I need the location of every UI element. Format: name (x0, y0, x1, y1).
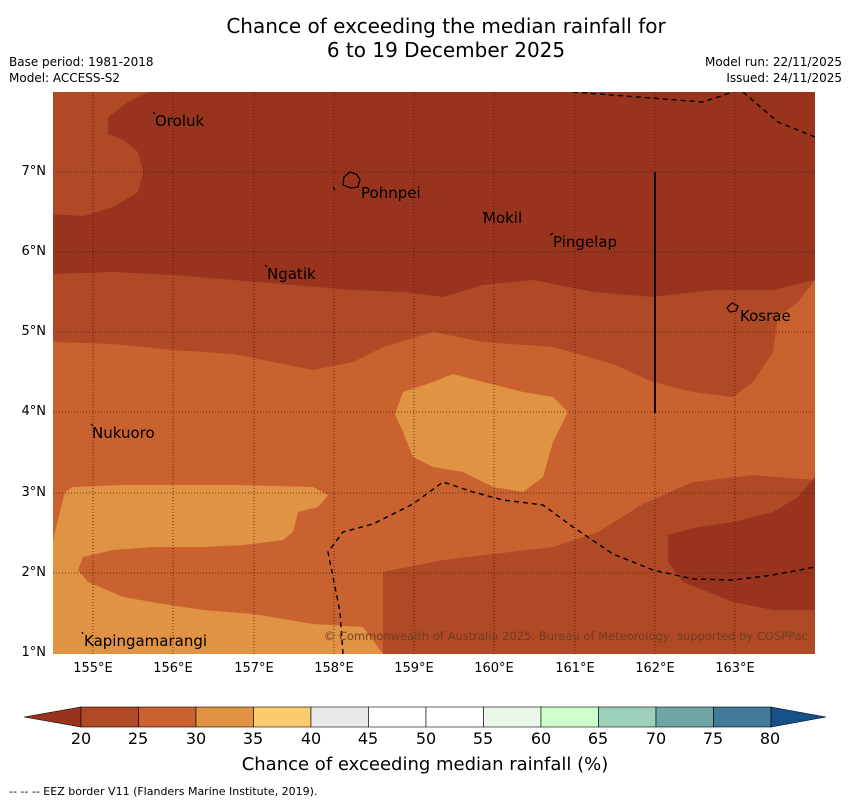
colorbar-title: Chance of exceeding median rainfall (%) (241, 754, 609, 775)
colorbar-segment (310, 706, 369, 728)
place-pohnpei: Pohnpei (361, 184, 421, 202)
copyright-notice: © Commonwealth of Australia 2025, Bureau… (324, 629, 808, 643)
place-nukuoro: Nukuoro (92, 424, 155, 442)
colorbar-segment (138, 706, 197, 728)
model-run: Model run: 22/11/2025 (704, 55, 842, 69)
cb-tick-20: 20 (70, 729, 92, 748)
band-below-20-se (668, 477, 815, 610)
place-kapingamarangi: Kapingamarangi (84, 632, 207, 650)
eez-footnote: -- -- -- EEZ border V11 (Flanders Marine… (9, 785, 318, 798)
cb-tick-35: 35 (242, 729, 264, 748)
colorbar-segment (368, 706, 427, 728)
colorbar-segment (483, 706, 542, 728)
lon-label-159e: 159°E (394, 661, 434, 676)
cb-tick-25: 25 (127, 729, 149, 748)
band-20-25-south (383, 475, 815, 654)
colorbar-segment (540, 706, 599, 728)
place-mokil: Mokil (483, 209, 522, 227)
colorbar-extend-low (24, 706, 82, 728)
cb-tick-55: 55 (472, 729, 494, 748)
rainfall-map: Oroluk Pohnpei Mokil Pingelap Ngatik Kos… (53, 92, 815, 654)
base-period: Base period: 1981-2018 (9, 55, 154, 69)
cb-tick-70: 70 (645, 729, 667, 748)
lon-label-163e: 163°E (715, 661, 755, 676)
model-name: Model: ACCESS-S2 (9, 71, 121, 85)
map-title-line2: 6 to 19 December 2025 (326, 38, 566, 62)
cb-tick-30: 30 (185, 729, 207, 748)
lat-label-3n: 3°N (21, 485, 47, 500)
place-ngatik: Ngatik (267, 265, 316, 283)
place-oroluk: Oroluk (155, 112, 204, 130)
colorbar-segment (253, 706, 312, 728)
cb-tick-45: 45 (357, 729, 379, 748)
band-30-35-sw (53, 485, 383, 654)
kosrae-island (726, 302, 739, 313)
cb-tick-60: 60 (530, 729, 552, 748)
lat-label-5n: 5°N (21, 324, 47, 339)
colorbar-segment (713, 706, 772, 728)
lon-label-155e: 155°E (73, 661, 113, 676)
band-30-35-central (395, 374, 568, 492)
colorbar-segment (598, 706, 657, 728)
eez-border (327, 92, 815, 654)
cb-tick-75: 75 (702, 729, 724, 748)
lon-label-158e: 158°E (314, 661, 354, 676)
lat-label-1n: 1°N (21, 645, 47, 660)
lon-label-157e: 157°E (234, 661, 274, 676)
colorbar-extend-high (770, 706, 827, 728)
lat-label-7n: 7°N (21, 164, 47, 179)
cb-tick-50: 50 (415, 729, 437, 748)
lon-label-161e: 161°E (555, 661, 595, 676)
colorbar-segment (425, 706, 484, 728)
lon-label-156e: 156°E (153, 661, 193, 676)
cb-tick-80: 80 (759, 729, 781, 748)
place-kosrae: Kosrae (740, 307, 791, 325)
band-20-25-nw (53, 92, 148, 216)
lat-label-6n: 6°N (21, 244, 47, 259)
colorbar-segment (195, 706, 254, 728)
colorbar-segment (80, 706, 139, 728)
lon-label-160e: 160°E (474, 661, 514, 676)
colorbar-segment (655, 706, 714, 728)
cb-tick-65: 65 (587, 729, 609, 748)
cb-tick-40: 40 (300, 729, 322, 748)
issued-date: Issued: 24/11/2025 (726, 71, 842, 85)
map-title-line1: Chance of exceeding the median rainfall … (226, 14, 666, 38)
lat-label-2n: 2°N (21, 565, 47, 580)
pohnpei-island (342, 171, 361, 189)
place-pingelap: Pingelap (553, 233, 617, 251)
colorbar (24, 706, 827, 728)
lon-label-162e: 162°E (635, 661, 675, 676)
map-gridlines (53, 92, 815, 654)
band-below-20-north (53, 92, 815, 297)
atoll-marks (81, 111, 554, 635)
lat-label-4n: 4°N (21, 404, 47, 419)
